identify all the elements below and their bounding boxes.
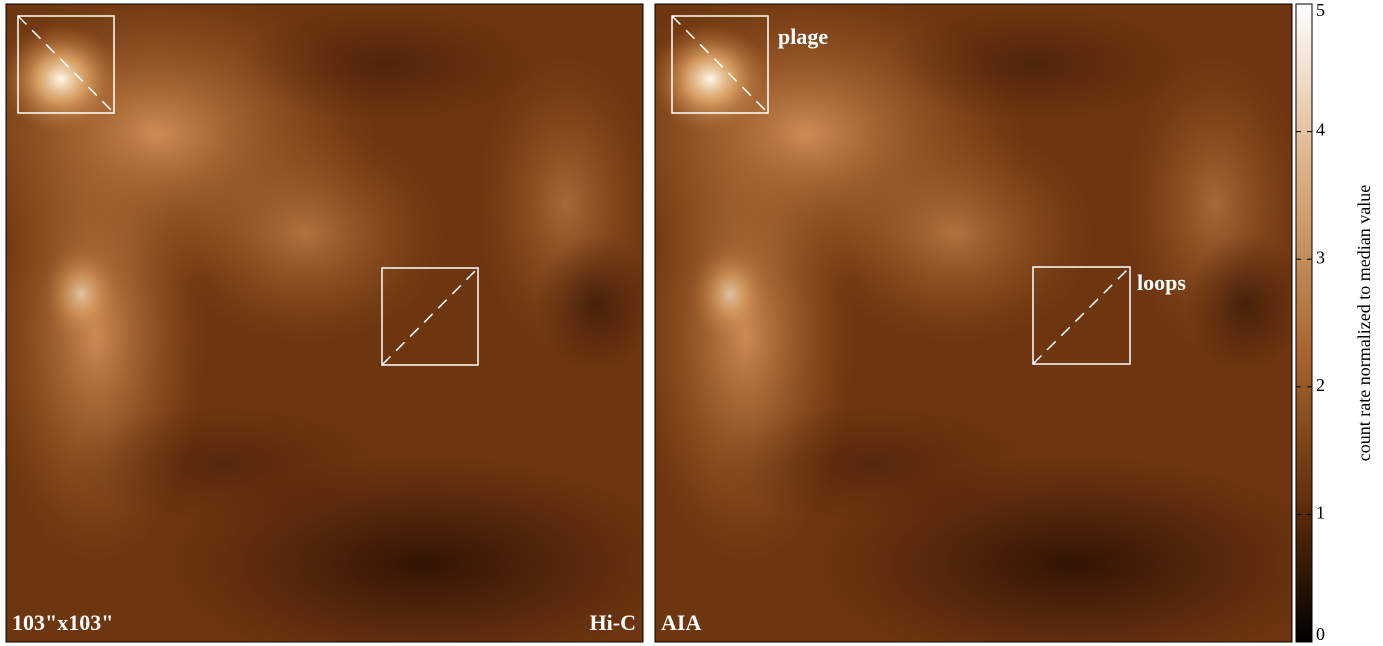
figure: 103"x103" Hi-C AIA plage loops 0 1 2 3 4 5 co… bbox=[0, 0, 1383, 646]
aia-image bbox=[585, 0, 1335, 646]
fov-label: 103"x103" bbox=[12, 610, 113, 635]
hic-image bbox=[0, 0, 686, 646]
instrument-label: AIA bbox=[661, 610, 701, 635]
tick-label: 5 bbox=[1316, 0, 1325, 20]
region-label: plage bbox=[778, 24, 828, 49]
tick-label: 2 bbox=[1316, 375, 1325, 395]
region-label: loops bbox=[1137, 270, 1186, 295]
tick-label: 0 bbox=[1316, 624, 1325, 644]
tick-label: 3 bbox=[1316, 247, 1325, 267]
colorbar-label: count rate normalized to median value bbox=[1354, 185, 1374, 461]
instrument-label: Hi-C bbox=[590, 610, 636, 635]
colorbar bbox=[1296, 4, 1312, 642]
tick-label: 1 bbox=[1316, 503, 1325, 523]
tick-label: 4 bbox=[1316, 120, 1325, 140]
